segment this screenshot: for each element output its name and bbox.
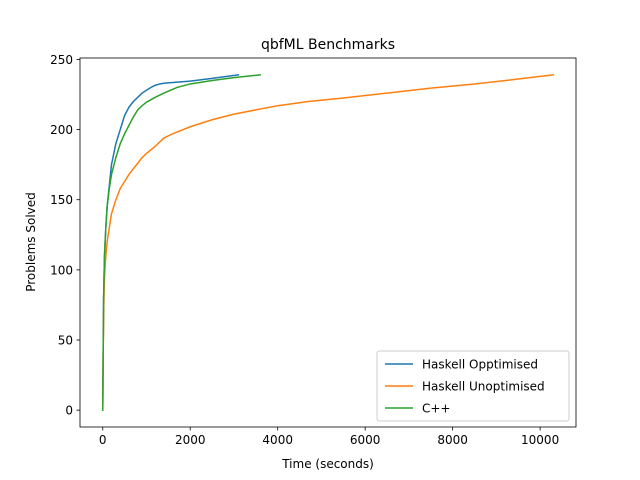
y-tick-label: 250 [50,53,73,67]
plot-frame [79,57,577,428]
x-tick-label: 4000 [262,433,293,447]
y-tick-label: 50 [58,334,73,348]
x-axis-title: Time (seconds) [281,457,374,471]
x-tick-label: 10000 [521,433,559,447]
x-tick-label: 8000 [437,433,468,447]
y-tick-label: 150 [50,193,73,207]
chart-title: qbfML Benchmarks [261,37,395,53]
legend-box [376,350,570,422]
x-axis: 0 2000 4000 6000 8000 10000 [99,427,559,447]
x-tick-label: 2000 [175,433,206,447]
y-tick-label: 200 [50,123,73,137]
legend-label-2: C++ [422,402,451,416]
y-tick-label: 0 [65,404,73,418]
legend-label-1: Haskell Unoptimised [422,380,545,394]
legend-label-0: Haskell Opptimised [422,358,538,372]
series-lines [101,73,555,411]
x-tick-label: 6000 [350,433,381,447]
series-line-1 [101,74,555,411]
legend: Haskell Opptimised Haskell Unoptimised C++ [376,350,570,422]
series-line-2 [101,74,262,411]
plot-area [79,57,577,428]
y-axis-title: Problems Solved [24,192,38,292]
y-axis: 0 50 100 150 200 250 [50,53,80,418]
y-tick-label: 100 [50,263,73,277]
x-tick-label: 0 [99,433,107,447]
